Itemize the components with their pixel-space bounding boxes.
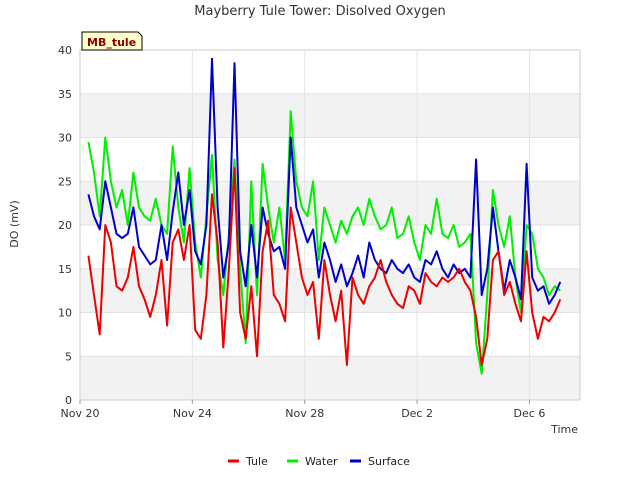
series-line-tule	[87, 167, 562, 366]
grid-band	[80, 356, 580, 400]
y-tick-label: 35	[58, 88, 72, 101]
x-tick-label: Dec 6	[514, 407, 546, 420]
y-ticks: 0 5 10 15 20 25 30 35 40	[58, 44, 72, 407]
x-tick-label: Nov 28	[285, 407, 324, 420]
series-lines	[87, 57, 562, 375]
y-axis-label: DO (mV)	[8, 200, 21, 247]
legend-label-surface: Surface	[368, 455, 410, 468]
y-tick-label: 30	[58, 132, 72, 145]
series-tag-box	[81, 31, 143, 51]
series-tag-label: MB_tule	[87, 36, 136, 49]
series-line-surface	[87, 57, 562, 305]
y-tick-label: 15	[58, 263, 72, 276]
series-line-water	[87, 110, 561, 375]
x-axis-label: Time	[550, 423, 578, 436]
y-tick-label: 10	[58, 307, 72, 320]
x-tick-label: Nov 24	[173, 407, 212, 420]
legend-label-tule: Tule	[245, 455, 268, 468]
y-tick-label: 20	[58, 219, 72, 232]
legend-label-water: Water	[305, 455, 338, 468]
y-tick-label: 5	[65, 350, 72, 363]
grid-band	[80, 93, 580, 138]
y-tick-label: 40	[58, 44, 72, 57]
plot-frame	[79, 49, 581, 401]
legend: Tule Water Surface	[228, 455, 410, 468]
x-tick-label: Dec 2	[401, 407, 433, 420]
chart-title: Mayberry Tule Tower: Disolved Oxygen	[194, 4, 445, 19]
x-ticks: Nov 20 Nov 24 Nov 28 Dec 2 Dec 6	[61, 400, 546, 420]
series-tag: MB_tule	[81, 31, 143, 51]
grid	[79, 49, 581, 401]
y-tick-label: 25	[58, 175, 72, 188]
y-tick-label: 0	[65, 394, 72, 407]
x-tick-label: Nov 20	[61, 407, 100, 420]
